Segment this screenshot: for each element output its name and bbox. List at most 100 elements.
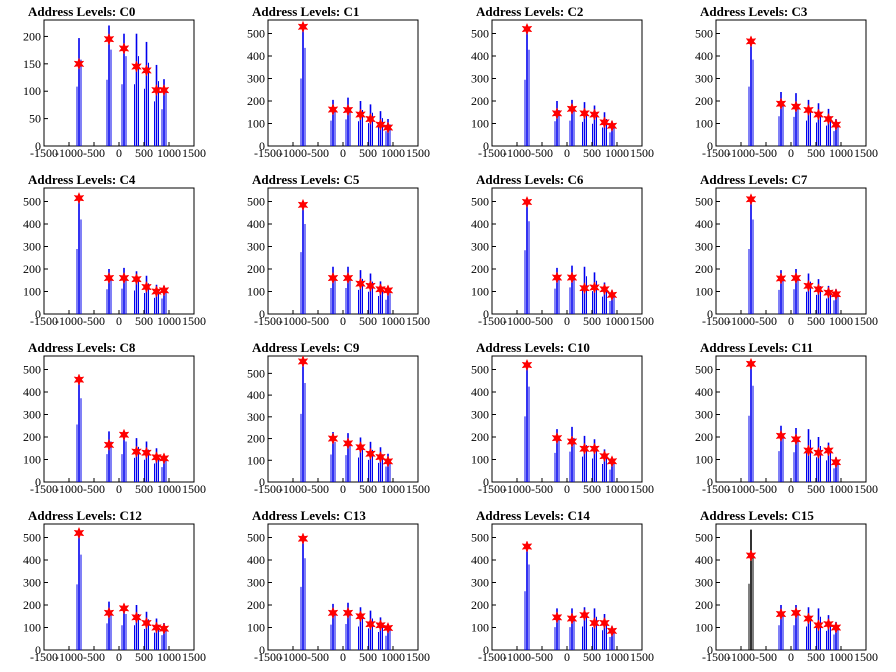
y-tick-label: 0 bbox=[707, 307, 713, 321]
y-tick-label: 200 bbox=[471, 598, 489, 612]
y-tick-label: 200 bbox=[23, 29, 41, 43]
peak-marker bbox=[745, 35, 757, 48]
y-tick-label: 200 bbox=[695, 262, 713, 276]
y-tick-label: 100 bbox=[471, 285, 489, 299]
peak-marker bbox=[141, 616, 152, 630]
x-tick-label: 500 bbox=[135, 314, 153, 328]
x-tick-label: 0 bbox=[788, 650, 794, 664]
y-tick-label: 400 bbox=[247, 49, 265, 63]
x-tick-label: -1500 bbox=[254, 482, 282, 496]
x-tick-label: 0 bbox=[116, 146, 122, 160]
peak-marker bbox=[551, 431, 563, 445]
x-tick-label: 1500 bbox=[630, 314, 654, 328]
x-tick-label: 0 bbox=[340, 146, 346, 160]
panel-title: Address Levels: C14 bbox=[476, 508, 590, 523]
panel-title: Address Levels: C10 bbox=[476, 340, 590, 355]
panel-title: Address Levels: C0 bbox=[28, 4, 136, 19]
x-tick-label: -1500 bbox=[478, 146, 506, 160]
peak-marker bbox=[813, 283, 824, 296]
panel-title: Address Levels: C15 bbox=[700, 508, 814, 523]
histogram-panel: Address Levels: C14 -1500 -1000 -500 0 500 100… bbox=[448, 504, 672, 672]
peak-marker bbox=[521, 358, 533, 372]
peak-marker bbox=[599, 116, 610, 129]
x-tick-label: 0 bbox=[340, 482, 346, 496]
y-tick-label: 500 bbox=[247, 366, 265, 380]
y-tick-label: 500 bbox=[471, 531, 489, 545]
peak-marker bbox=[151, 451, 162, 464]
x-tick-label: 0 bbox=[116, 314, 122, 328]
x-tick-label: -1000 bbox=[55, 146, 83, 160]
y-tick-label: 0 bbox=[707, 475, 713, 489]
peak-marker bbox=[589, 616, 600, 630]
y-tick-label: 500 bbox=[23, 363, 41, 377]
peak-marker bbox=[103, 33, 115, 46]
histogram-plot: -1500-1000 -500 0 500 1000 1500 0 100 200 300 400 5… bbox=[695, 187, 878, 328]
peak-marker bbox=[365, 447, 376, 460]
y-tick-label: 400 bbox=[247, 388, 265, 402]
x-tick-label: -1500 bbox=[702, 314, 730, 328]
y-tick-label: 0 bbox=[35, 139, 41, 153]
y-tick-label: 300 bbox=[695, 576, 713, 590]
y-tick-label: 400 bbox=[695, 49, 713, 63]
histogram-panel: Address Levels: C6 -1500 -1000 -500 0 500 1000… bbox=[448, 168, 672, 336]
peak-marker bbox=[579, 608, 590, 622]
x-tick-label: -1500 bbox=[254, 314, 282, 328]
y-tick-label: 300 bbox=[471, 72, 489, 86]
histogram-plot: -1500-1000 -500 0 500 1000 1500 0 100 200 300 400 5… bbox=[247, 355, 430, 496]
x-tick-label: -500 bbox=[83, 650, 105, 664]
x-tick-label: -500 bbox=[531, 482, 553, 496]
y-tick-label: 400 bbox=[695, 385, 713, 399]
x-tick-label: 1000 bbox=[605, 650, 629, 664]
x-tick-label: 1500 bbox=[406, 146, 430, 160]
peak-marker bbox=[131, 611, 142, 624]
histogram-panel: Address Levels: C7 -1500 -1000 -500 0 500 1000… bbox=[672, 168, 896, 336]
peak-marker bbox=[823, 286, 834, 299]
peak-marker bbox=[803, 103, 814, 117]
y-tick-label: 100 bbox=[471, 453, 489, 467]
x-tick-label: 500 bbox=[807, 482, 825, 496]
x-tick-label: -1500 bbox=[254, 146, 282, 160]
peak-marker bbox=[327, 103, 339, 116]
peak-marker bbox=[830, 456, 842, 469]
y-tick-label: 100 bbox=[695, 285, 713, 299]
panel-title: Address Levels: C4 bbox=[28, 172, 136, 187]
peak-marker bbox=[131, 272, 142, 286]
peak-marker bbox=[158, 622, 170, 635]
histogram-plot: -1500-1000 -500 0 500 1000 1500 0 100 200 300 400 5… bbox=[247, 187, 430, 328]
x-tick-label: 0 bbox=[340, 314, 346, 328]
peak-marker bbox=[823, 112, 834, 126]
panel-title: Address Levels: C5 bbox=[252, 172, 360, 187]
x-tick-label: -1000 bbox=[727, 482, 755, 496]
x-tick-label: -500 bbox=[307, 314, 329, 328]
x-tick-label: -500 bbox=[307, 482, 329, 496]
y-tick-label: 400 bbox=[23, 217, 41, 231]
x-tick-label: 1000 bbox=[157, 650, 181, 664]
peak-marker bbox=[327, 271, 339, 285]
x-tick-label: 500 bbox=[359, 146, 377, 160]
y-tick-label: 100 bbox=[247, 285, 265, 299]
peak-marker bbox=[73, 373, 85, 386]
plot-frame bbox=[491, 187, 643, 315]
peak-marker bbox=[830, 288, 842, 301]
peak-marker bbox=[599, 449, 610, 463]
x-tick-label: 500 bbox=[807, 650, 825, 664]
peak-marker bbox=[521, 22, 533, 36]
plot-frame bbox=[491, 355, 643, 483]
x-tick-label: -1000 bbox=[503, 146, 531, 160]
peak-marker bbox=[158, 83, 170, 97]
histogram-plot: -1500-1000 -500 0 500 1000 1500 0 100 200 300 400 5… bbox=[695, 355, 878, 496]
y-tick-label: 0 bbox=[483, 139, 489, 153]
peak-marker bbox=[118, 602, 130, 615]
peak-marker bbox=[606, 455, 618, 468]
y-tick-label: 0 bbox=[483, 475, 489, 489]
y-tick-label: 300 bbox=[23, 240, 41, 254]
x-tick-label: -1500 bbox=[30, 482, 58, 496]
plot-frame bbox=[43, 355, 195, 483]
x-tick-label: -1000 bbox=[727, 650, 755, 664]
peak-marker bbox=[599, 283, 610, 296]
x-tick-label: -1500 bbox=[478, 650, 506, 664]
peak-marker bbox=[790, 606, 802, 620]
x-tick-label: 1000 bbox=[157, 314, 181, 328]
x-tick-label: -1000 bbox=[503, 314, 531, 328]
peak-marker bbox=[297, 20, 309, 33]
